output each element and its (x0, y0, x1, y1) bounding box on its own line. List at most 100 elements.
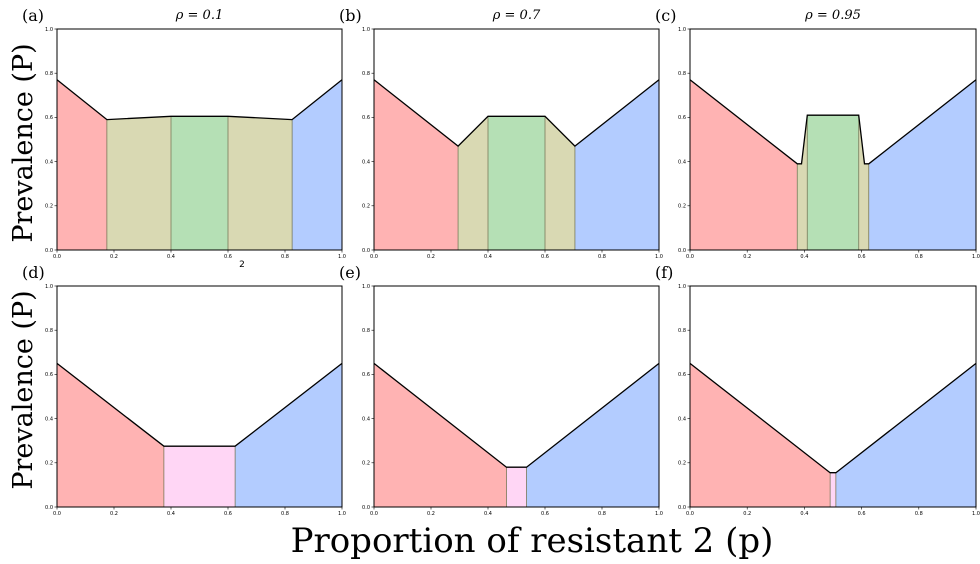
x-tick-label: 0.6 (541, 254, 549, 260)
y-tick-label: 0.8 (678, 328, 686, 334)
y-axis-label-top: Prevalence (P) (8, 43, 39, 242)
y-tick-label: 0.0 (45, 248, 53, 254)
y-tick-label: 0.2 (678, 461, 686, 467)
y-tick-label: 0.4 (678, 159, 686, 165)
region-red-0 (57, 363, 164, 507)
panel-b: 0.0 0.2 0.4 0.6 0.8 1.00.00.20.40.60.81.0(b) ρ… (339, 6, 663, 260)
region-green-2 (171, 116, 228, 250)
panel-label: (d) (22, 263, 45, 282)
region-red-0 (374, 363, 507, 507)
y-tick-label: 0.0 (678, 248, 686, 254)
stray-label: 2 (239, 260, 245, 270)
region-olive-1 (106, 116, 171, 250)
x-tick-label: 0.0 (686, 511, 694, 517)
panel-label: (e) (339, 263, 361, 282)
envelope-line (689, 362, 977, 474)
x-tick-label: 0.2 (110, 254, 118, 260)
x-tick-label: 0.2 (743, 511, 751, 517)
y-tick-label: 0.8 (45, 328, 53, 334)
envelope-line (373, 79, 660, 147)
y-tick-label: 1.0 (362, 284, 370, 290)
x-tick-label: 0.2 (427, 511, 435, 517)
y-tick-label: 0.0 (678, 505, 686, 511)
y-tick-label: 1.0 (678, 27, 686, 33)
x-tick-label: 0.8 (915, 254, 923, 260)
y-tick-label: 1.0 (45, 284, 53, 290)
panel-label: (c) (655, 6, 676, 25)
panel-f: 0.0 0.2 0.4 0.6 0.8 1.0 0.0 0.2 0.4 0.6 0.8 1.0 (f) (655, 263, 980, 517)
region-blue-4 (868, 79, 976, 250)
region-pink-1 (506, 467, 527, 507)
y-tick-label: 0.6 (678, 115, 686, 121)
region-blue-4 (574, 79, 659, 250)
x-tick-label: 0.0 (53, 511, 61, 517)
axes-frame (689, 28, 977, 251)
region-blue-4 (292, 79, 342, 250)
axes-frame (56, 285, 343, 508)
y-tick-label: 1.0 (45, 27, 53, 33)
y-tick-label: 0.8 (362, 71, 370, 77)
panel-e: 0.0 0.2 0.4 0.6 0.8 1.00.00.20.40.60.81.0(e) (339, 263, 663, 517)
y-tick-label: 0.2 (362, 461, 370, 467)
axes-frame (56, 28, 343, 251)
panel-d: 0.0 0.2 0.4 0.6 0.8 1.00.00.20.40.60.81.0(d) (22, 263, 346, 517)
x-tick-label: 0.8 (281, 254, 289, 260)
y-tick-label: 0.4 (362, 416, 370, 422)
region-red-0 (374, 79, 459, 250)
x-tick-label: 0.0 (686, 254, 694, 260)
envelope-line (689, 79, 977, 165)
region-olive-1 (797, 115, 808, 250)
y-tick-label: 0.8 (678, 71, 686, 77)
region-red-0 (690, 79, 798, 250)
x-tick-label: 1.0 (972, 254, 980, 260)
x-tick-label: 1.0 (338, 511, 346, 517)
x-tick-label: 0.2 (110, 511, 118, 517)
panel-label: (b) (339, 6, 362, 25)
axes-frame (373, 285, 660, 508)
region-olive-1 (458, 116, 488, 250)
envelope-line (56, 79, 343, 121)
region-green-2 (488, 116, 545, 250)
y-tick-label: 0.4 (45, 416, 53, 422)
x-tick-label: 0.4 (800, 511, 808, 517)
panel-title: ρ = 0.95 (804, 8, 861, 23)
region-blue-2 (835, 363, 976, 507)
region-red-0 (690, 363, 831, 507)
x-tick-label: 1.0 (655, 254, 663, 260)
y-tick-label: 0.2 (362, 204, 370, 210)
x-tick-label: 0.8 (915, 511, 923, 517)
envelope-line (373, 362, 660, 468)
y-tick-label: 0.4 (678, 416, 686, 422)
x-tick-label: 0.2 (427, 254, 435, 260)
y-tick-label: 0.2 (45, 461, 53, 467)
axes-frame (689, 285, 977, 508)
region-olive-3 (228, 116, 293, 250)
y-tick-label: 0.0 (362, 248, 370, 254)
region-pink-1 (830, 472, 836, 507)
y-tick-label: 1.0 (362, 27, 370, 33)
y-tick-label: 0.6 (362, 372, 370, 378)
x-tick-label: 0.6 (858, 511, 866, 517)
x-tick-label: 0.0 (370, 511, 378, 517)
envelope-line (56, 362, 343, 447)
x-tick-label: 0.4 (167, 511, 175, 517)
y-tick-label: 0.8 (362, 328, 370, 334)
region-olive-3 (545, 116, 575, 250)
x-tick-label: 0.4 (484, 511, 492, 517)
y-tick-label: 0.0 (45, 505, 53, 511)
panel-title: ρ = 0.1 (175, 8, 223, 23)
y-tick-label: 0.6 (678, 372, 686, 378)
region-green-2 (807, 115, 859, 250)
x-tick-label: 1.0 (655, 511, 663, 517)
panel-label: (f) (655, 263, 673, 282)
y-tick-label: 0.6 (45, 115, 53, 121)
region-red-0 (57, 79, 107, 250)
x-tick-label: 0.8 (598, 511, 606, 517)
panel-label: (a) (22, 6, 44, 25)
region-pink-1 (163, 446, 236, 507)
y-tick-label: 0.2 (45, 204, 53, 210)
region-blue-2 (526, 363, 659, 507)
x-tick-label: 0.6 (224, 511, 232, 517)
panel-a: 0.0 0.2 0.4 0.6 0.8 1.00.00.20.40.60.81.0(a) ρ… (22, 6, 346, 260)
